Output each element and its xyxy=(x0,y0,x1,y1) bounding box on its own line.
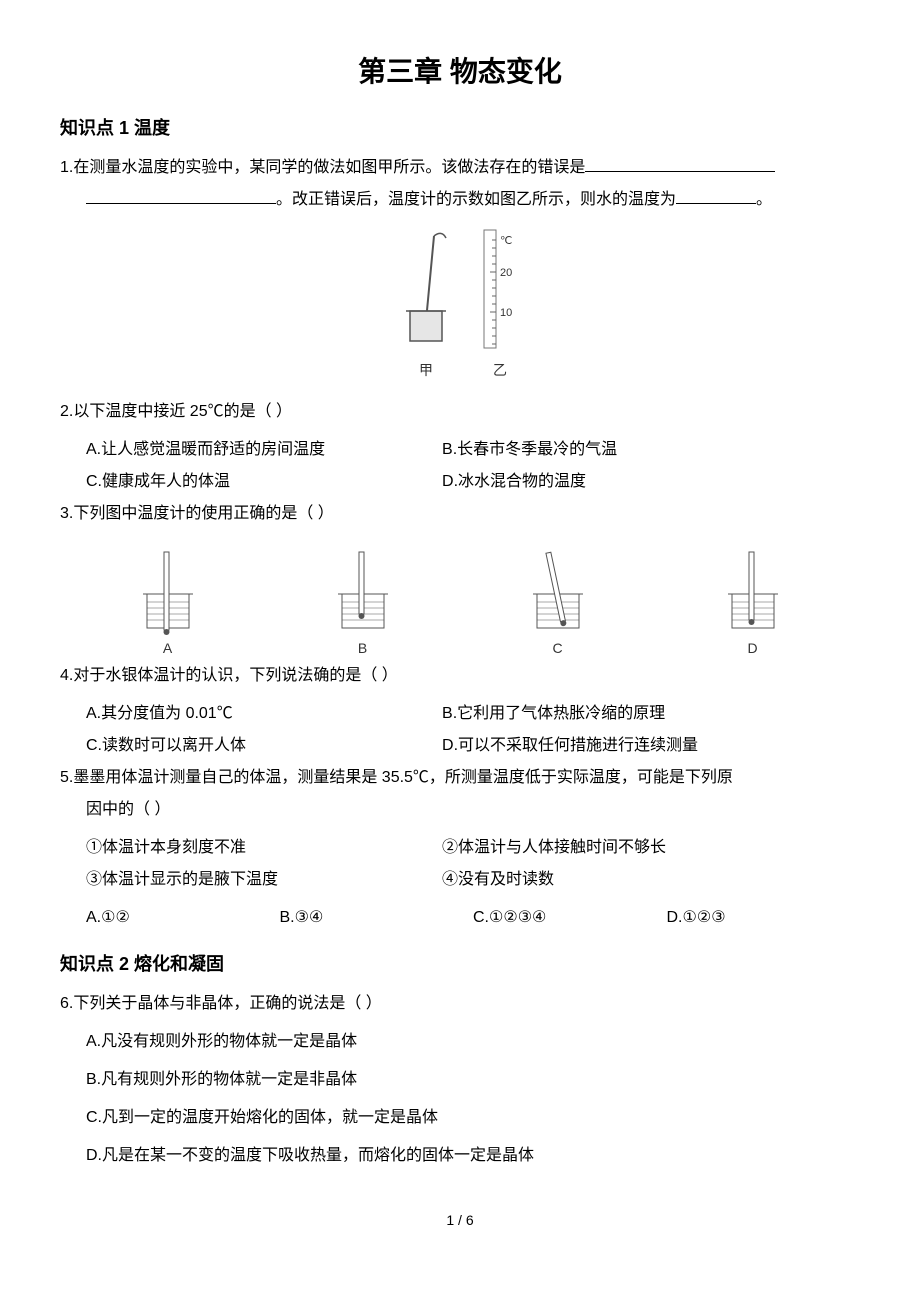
q5-option-a: A.①② xyxy=(86,902,280,934)
q5-reason-1: ①体温计本身刻度不准 xyxy=(86,832,442,864)
thermo-unit: ℃ xyxy=(500,235,512,247)
question-2-options: A.让人感觉温暖而舒适的房间温度 B.长春市冬季最冷的气温 xyxy=(60,434,860,466)
thermometer-beaker-d-icon xyxy=(718,546,788,636)
q3-label-c: C xyxy=(523,640,593,656)
q1-blank-2 xyxy=(86,188,276,204)
question-4-options-row2: C.读数时可以离开人体 D.可以不采取任何措施进行连续测量 xyxy=(60,730,860,762)
q4-option-c: C.读数时可以离开人体 xyxy=(86,730,442,762)
q1-fig-a-label: 甲 xyxy=(398,360,454,380)
q3-label-b: B xyxy=(328,640,398,656)
q3-fig-d: D xyxy=(718,546,788,656)
q5-option-c: C.①②③④ xyxy=(473,902,667,934)
question-5-stem: 5.墨墨用体温计测量自己的体温，测量结果是 35.5℃，所测量温度低于实际温度，… xyxy=(60,762,860,826)
question-3-stem: 3.下列图中温度计的使用正确的是（ ） xyxy=(60,498,860,530)
thermo-mark-10: 10 xyxy=(500,307,512,319)
thermometer-scale-icon: ℃ 20 10 xyxy=(478,226,522,356)
q1-blank-1 xyxy=(585,156,775,172)
q4-option-d: D.可以不采取任何措施进行连续测量 xyxy=(442,730,814,762)
q5-stem-l2: 因中的（ ） xyxy=(60,794,860,826)
q5-option-d: D.①②③ xyxy=(667,902,861,934)
q3-fig-a: A xyxy=(133,546,203,656)
q1-text-2: 。改正错误后，温度计的示数如图乙所示，则水的温度为 xyxy=(276,191,676,208)
q1-figures: 甲 ℃ 20 10 乙 xyxy=(60,226,860,380)
q5-reason-4: ④没有及时读数 xyxy=(442,864,814,896)
q1-fig-b-label: 乙 xyxy=(478,360,522,380)
q3-figures: A B C D xyxy=(60,536,860,660)
q6-option-c: C.凡到一定的温度开始熔化的固体，就一定是晶体 xyxy=(60,1102,860,1134)
question-2-options-row2: C.健康成年人的体温 D.冰水混合物的温度 xyxy=(60,466,860,498)
q4-option-a: A.其分度值为 0.01℃ xyxy=(86,698,442,730)
q4-option-b: B.它利用了气体热胀冷缩的原理 xyxy=(442,698,814,730)
q2-option-d: D.冰水混合物的温度 xyxy=(442,466,814,498)
question-1: 1.在测量水温度的实验中，某同学的做法如图甲所示。该做法存在的错误是 。改正错误… xyxy=(60,152,860,216)
question-5-options: A.①② B.③④ C.①②③④ D.①②③ xyxy=(60,902,860,934)
q6-option-a: A.凡没有规则外形的物体就一定是晶体 xyxy=(60,1026,860,1058)
q3-label-d: D xyxy=(718,640,788,656)
section-1-heading: 知识点 1 温度 xyxy=(60,114,860,140)
question-4-stem: 4.对于水银体温计的认识，下列说法确的是（ ） xyxy=(60,660,860,692)
question-6-stem: 6.下列关于晶体与非晶体，正确的说法是（ ） xyxy=(60,988,860,1020)
q1-fig-b: ℃ 20 10 乙 xyxy=(478,226,522,380)
thermometer-in-beaker-icon xyxy=(398,226,454,356)
q2-option-c: C.健康成年人的体温 xyxy=(86,466,442,498)
q3-label-a: A xyxy=(133,640,203,656)
page-number: 1 / 6 xyxy=(60,1212,860,1228)
thermometer-beaker-b-icon xyxy=(328,546,398,636)
q1-blank-3 xyxy=(676,188,756,204)
question-5-reasons: ①体温计本身刻度不准 ②体温计与人体接触时间不够长 xyxy=(60,832,860,864)
q1-fig-a: 甲 xyxy=(398,226,454,380)
q5-reason-2: ②体温计与人体接触时间不够长 xyxy=(442,832,814,864)
q5-stem-l1: 5.墨墨用体温计测量自己的体温，测量结果是 35.5℃，所测量温度低于实际温度，… xyxy=(60,762,860,794)
thermometer-beaker-c-icon xyxy=(523,546,593,636)
q6-option-b: B.凡有规则外形的物体就一定是非晶体 xyxy=(60,1064,860,1096)
q1-text-3: 。 xyxy=(756,191,772,208)
q1-text-1: 1.在测量水温度的实验中，某同学的做法如图甲所示。该做法存在的错误是 xyxy=(60,159,585,176)
chapter-title: 第三章 物态变化 xyxy=(60,50,860,90)
q3-fig-b: B xyxy=(328,546,398,656)
thermo-mark-20: 20 xyxy=(500,267,512,279)
q5-option-b: B.③④ xyxy=(280,902,474,934)
thermometer-beaker-a-icon xyxy=(133,546,203,636)
q2-option-b: B.长春市冬季最冷的气温 xyxy=(442,434,814,466)
q5-reason-3: ③体温计显示的是腋下温度 xyxy=(86,864,442,896)
q2-option-a: A.让人感觉温暖而舒适的房间温度 xyxy=(86,434,442,466)
q3-fig-c: C xyxy=(523,546,593,656)
section-2-heading: 知识点 2 熔化和凝固 xyxy=(60,950,860,976)
question-5-reasons-row2: ③体温计显示的是腋下温度 ④没有及时读数 xyxy=(60,864,860,896)
q6-option-d: D.凡是在某一不变的温度下吸收热量，而熔化的固体一定是晶体 xyxy=(60,1140,860,1172)
question-4-options: A.其分度值为 0.01℃ B.它利用了气体热胀冷缩的原理 xyxy=(60,698,860,730)
question-2-stem: 2.以下温度中接近 25℃的是（ ） xyxy=(60,396,860,428)
